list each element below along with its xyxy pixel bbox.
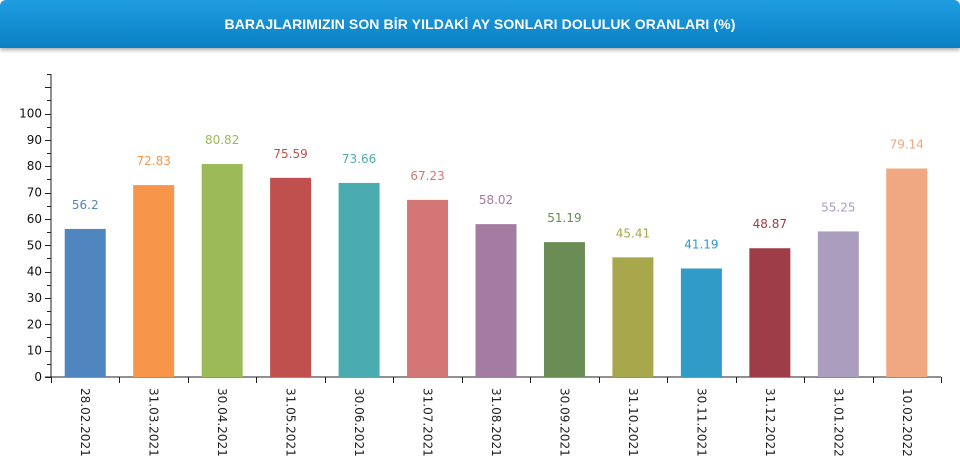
data-label: 73.66 (342, 152, 376, 166)
bar[interactable] (133, 185, 175, 377)
data-label: 72.83 (137, 154, 171, 168)
y-tick-label: 10 (27, 344, 42, 358)
bar[interactable] (886, 168, 928, 377)
x-tick-label: 31.01.2022 (831, 388, 845, 457)
chart-title: BARAJLARIMIZIN SON BİR YILDAKİ AY SONLAR… (224, 16, 736, 32)
data-label: 48.87 (753, 217, 787, 231)
y-tick-label: 90 (27, 133, 42, 147)
bar[interactable] (543, 242, 585, 377)
data-label: 51.19 (547, 211, 581, 225)
bars (64, 164, 928, 377)
x-tick-label: 31.12.2021 (763, 388, 777, 457)
data-label: 56.2 (72, 198, 99, 212)
data-label: 75.59 (273, 147, 307, 161)
bar[interactable] (475, 224, 517, 377)
x-tick-label: 31.08.2021 (489, 388, 503, 457)
y-tick-label: 40 (27, 265, 42, 279)
y-tick-label: 80 (27, 159, 42, 173)
x-tick-label: 30.06.2021 (352, 388, 366, 457)
y-tick-label: 70 (27, 186, 42, 200)
y-tick-label: 0 (34, 370, 42, 384)
bar[interactable] (270, 177, 312, 377)
x-tick-label: 31.03.2021 (147, 388, 161, 457)
bar[interactable] (680, 268, 722, 377)
data-label: 41.19 (684, 237, 718, 251)
chart-header: BARAJLARIMIZIN SON BİR YILDAKİ AY SONLAR… (0, 0, 960, 48)
data-label: 45.41 (616, 226, 650, 240)
x-tick-label: 30.04.2021 (215, 388, 229, 457)
x-tick-label: 31.10.2021 (626, 388, 640, 457)
y-tick-label: 20 (27, 317, 42, 331)
labels: 56.2 28.02.2021 72.83 31.03.2021 80.82 30.04.… (72, 133, 924, 457)
y-tick-label: 30 (27, 291, 42, 305)
x-tick-label: 10.02.2022 (900, 388, 914, 457)
bar[interactable] (612, 257, 654, 377)
x-tick-label: 28.02.2021 (78, 388, 92, 457)
bar[interactable] (749, 248, 791, 377)
data-label: 58.02 (479, 193, 513, 207)
data-label: 79.14 (890, 137, 924, 151)
bar[interactable] (64, 228, 106, 377)
data-label: 80.82 (205, 133, 239, 147)
x-tick-label: 30.11.2021 (694, 388, 708, 457)
y-tick-label: 100 (19, 107, 42, 121)
bar[interactable] (817, 231, 859, 377)
bar[interactable] (201, 164, 243, 377)
data-label: 67.23 (410, 169, 444, 183)
x-tick-label: 31.05.2021 (284, 388, 298, 457)
x-tick-label: 31.07.2021 (421, 388, 435, 457)
y-tick-label: 50 (27, 238, 42, 252)
bar[interactable] (407, 199, 449, 377)
x-tick-label: 30.09.2021 (557, 388, 571, 457)
bar[interactable] (338, 182, 380, 377)
data-label: 55.25 (821, 200, 855, 214)
y-tick-label: 60 (27, 212, 42, 226)
